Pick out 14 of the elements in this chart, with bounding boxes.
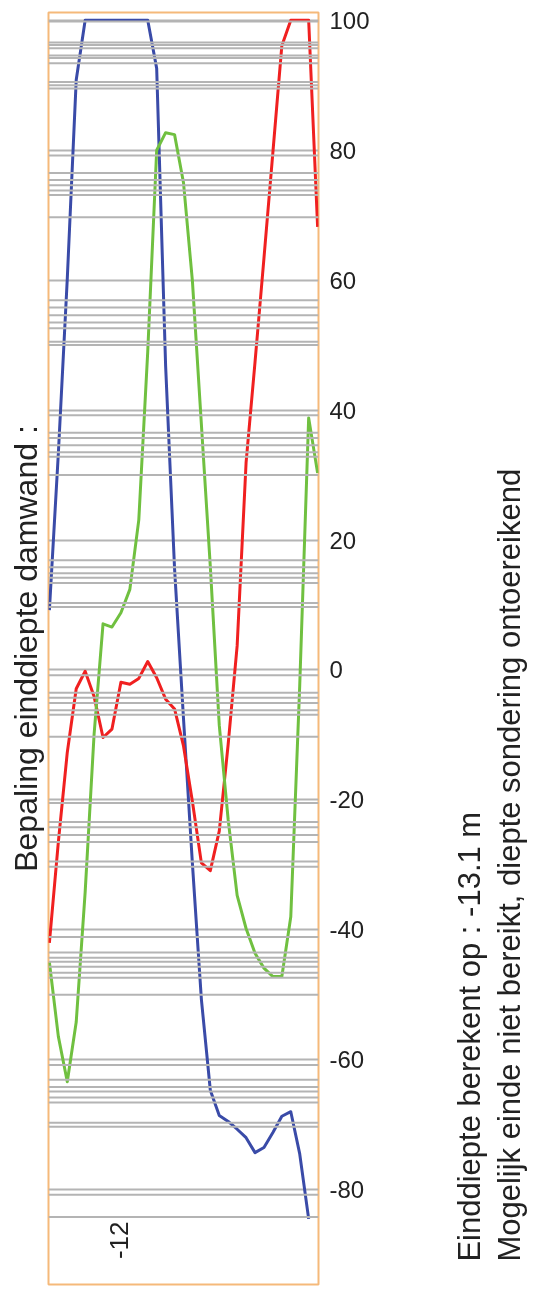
- y-tick-label: -40: [329, 916, 365, 944]
- y-tick-label: 80: [329, 136, 357, 164]
- y-tick-label: -60: [329, 1046, 365, 1074]
- y-tick-label: -20: [329, 786, 365, 814]
- y-tick-label: 60: [329, 266, 357, 294]
- text: Mogelijk einde niet bereikt, diepte sondering ontoereikend: [491, 468, 527, 1262]
- y-tick-label: 20: [329, 526, 357, 554]
- text: Bepaling einddiepte damwand :: [7, 425, 44, 872]
- text: Einddiepte berekent op : -13.1 m: [451, 811, 487, 1262]
- y-tick-label: -80: [329, 1176, 365, 1204]
- annotation: -12: [104, 1221, 135, 1260]
- y-tick-label: 100: [329, 6, 370, 34]
- y-tick-label: 0: [329, 656, 343, 684]
- y-tick-label: 40: [329, 396, 357, 424]
